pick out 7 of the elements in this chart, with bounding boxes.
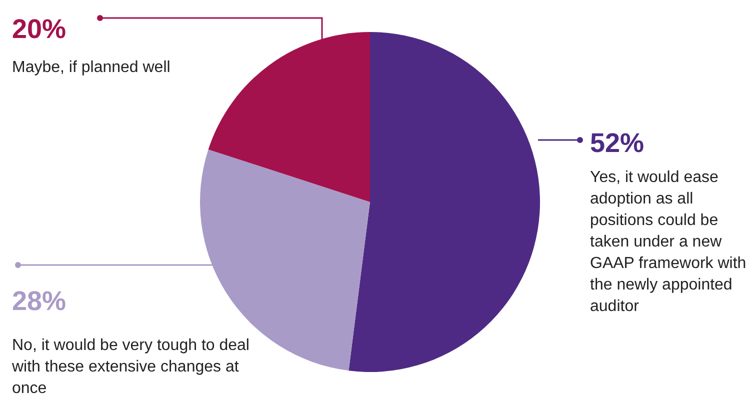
slice-label: Yes, it would ease adoption as all positions could be taken under a new GAAP framework with the newly appointed auditor (590, 169, 746, 315)
data-label: 52% (590, 128, 644, 158)
slice-label: No, it would be very tough to deal with these extensive changes at once (11, 337, 250, 397)
data-label: 28% (12, 286, 66, 316)
data-label: 20% (12, 14, 66, 44)
pie-slice (348, 32, 540, 372)
slice-label: Maybe, if planned well (12, 59, 170, 76)
